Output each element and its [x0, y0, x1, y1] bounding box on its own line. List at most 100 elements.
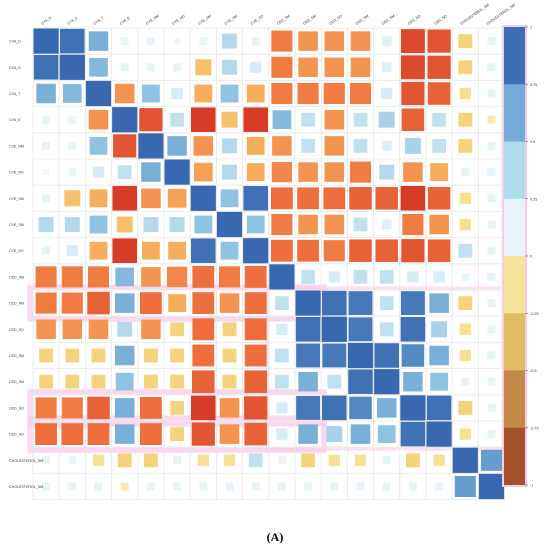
heatmap-cell — [168, 241, 187, 260]
heatmap-cell — [379, 322, 394, 337]
heatmap-cell — [88, 31, 109, 51]
heatmap-cell — [324, 57, 345, 78]
heatmap-cell — [353, 217, 368, 232]
heatmap-cell — [324, 109, 345, 130]
row-label: CED_SO — [9, 433, 24, 437]
heatmap-cell — [458, 138, 473, 153]
heatmap-cell — [378, 111, 395, 128]
heatmap-cell — [382, 482, 391, 491]
heatmap-cell — [174, 38, 180, 44]
heatmap-cell — [328, 454, 340, 466]
heatmap-cell — [68, 141, 77, 150]
heatmap-cell — [433, 271, 445, 283]
heatmap-cell — [59, 54, 85, 80]
heatmap-cell — [458, 243, 473, 258]
heatmap-cell — [246, 136, 265, 155]
heatmap-cell — [427, 29, 451, 53]
heatmap-cell — [89, 241, 108, 260]
heatmap-cell — [36, 319, 56, 340]
heatmap-cell — [61, 397, 83, 419]
heatmap-cell — [487, 168, 496, 177]
heatmap-cell — [112, 107, 138, 133]
heatmap-cell — [42, 194, 51, 203]
row-label: CED_SM — [9, 354, 24, 358]
heatmap-cell — [374, 369, 400, 395]
heatmap-cell — [426, 421, 452, 447]
heatmap-cell — [42, 141, 51, 150]
heatmap-cell — [244, 370, 267, 393]
heatmap-cell — [92, 166, 105, 178]
heatmap-cell — [330, 482, 339, 491]
heatmap-cell — [403, 371, 423, 392]
colorbar-tick-label: -0.5 — [530, 369, 537, 373]
heatmap-cell — [461, 272, 470, 281]
colorbar-segment — [504, 27, 525, 85]
heatmap-cell — [141, 188, 161, 209]
row-label: CYE_SM — [9, 223, 24, 227]
heatmap-cell — [301, 453, 316, 468]
heatmap-cell — [459, 349, 471, 362]
heatmap-cell — [458, 112, 473, 127]
heatmap-cell — [323, 187, 346, 210]
column-label: CED_SM — [276, 14, 291, 26]
heatmap-cell — [192, 318, 215, 341]
heatmap-cell — [194, 215, 213, 234]
heatmap-cell — [61, 266, 83, 288]
heatmap-cell — [170, 427, 185, 442]
heatmap-cell — [143, 374, 158, 389]
heatmap-cell — [487, 246, 496, 255]
heatmap-cell — [322, 290, 347, 316]
heatmap-cell — [146, 37, 155, 46]
heatmap-cell — [427, 239, 451, 262]
heatmap-cell — [193, 136, 214, 156]
heatmap-cell — [143, 348, 158, 363]
colorbar-segment — [504, 256, 525, 314]
heatmap-cell — [349, 239, 372, 262]
heatmap-cell — [141, 267, 161, 287]
heatmap-cell — [42, 246, 51, 255]
heatmap-cell — [89, 136, 108, 155]
colorbar-tick-label: 0.75 — [530, 83, 537, 87]
heatmap-cell — [487, 141, 496, 150]
heatmap-cell — [222, 33, 237, 49]
heatmap-cell — [324, 214, 345, 235]
heatmap-cell — [429, 293, 449, 313]
heatmap-cell — [62, 319, 83, 340]
heatmap-cell — [91, 348, 106, 363]
heatmap-cell — [297, 187, 320, 210]
heatmap-cell — [487, 403, 496, 412]
heatmap-cell — [173, 456, 182, 465]
heatmap-cell — [349, 187, 372, 210]
heatmap-cell — [219, 293, 240, 313]
heatmap-cell — [33, 55, 59, 80]
heatmap-cell — [487, 63, 496, 72]
heatmap-cell — [114, 424, 135, 444]
column-label: CED_AM — [302, 14, 317, 26]
heatmap-cell — [139, 423, 162, 446]
heatmap-cell — [435, 482, 444, 491]
heatmap-cell — [400, 291, 425, 316]
heatmap-cell — [61, 423, 84, 446]
heatmap-cell — [400, 395, 426, 421]
heatmap-cell — [244, 344, 267, 367]
heatmap-cell — [117, 165, 132, 180]
heatmap-cell — [274, 374, 289, 389]
heatmap-cell — [324, 136, 345, 156]
heatmap-cell — [195, 59, 212, 76]
heatmap-cell — [274, 296, 289, 311]
heatmap-cell — [89, 215, 108, 234]
heatmap-cell — [269, 264, 295, 290]
heatmap-cell — [326, 426, 343, 443]
heatmap-cell — [42, 456, 51, 465]
row-label: CED_AM — [9, 302, 24, 306]
heatmap-cell — [199, 482, 208, 491]
heatmap-cell — [168, 294, 187, 313]
colorbar-tick-label: 1 — [530, 26, 532, 30]
column-label: CYE_SM — [198, 14, 212, 26]
heatmap-cell — [459, 87, 471, 100]
heatmap-cell — [88, 109, 109, 130]
heatmap-cell — [487, 272, 496, 281]
heatmap-cell — [297, 82, 319, 105]
heatmap-cell — [139, 108, 163, 132]
heatmap-cell — [381, 62, 392, 73]
